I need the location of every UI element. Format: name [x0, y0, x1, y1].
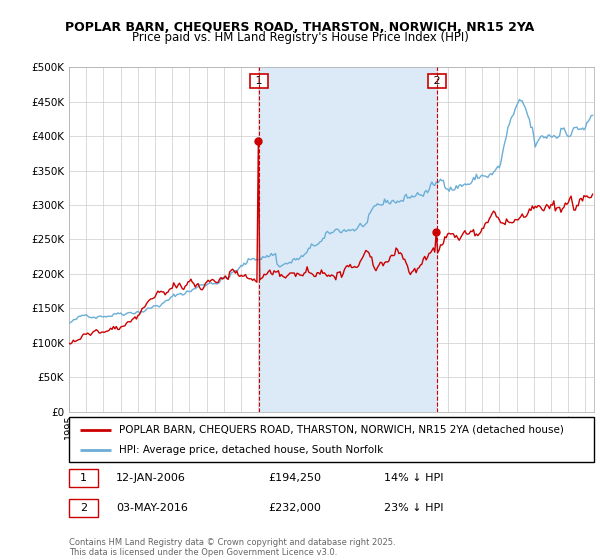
- Text: £194,250: £194,250: [269, 473, 322, 483]
- Text: 1: 1: [80, 473, 87, 483]
- Text: £232,000: £232,000: [269, 503, 322, 514]
- Text: POPLAR BARN, CHEQUERS ROAD, THARSTON, NORWICH, NR15 2YA: POPLAR BARN, CHEQUERS ROAD, THARSTON, NO…: [65, 21, 535, 34]
- FancyBboxPatch shape: [69, 500, 98, 517]
- Text: 2: 2: [80, 503, 87, 514]
- Text: Price paid vs. HM Land Registry's House Price Index (HPI): Price paid vs. HM Land Registry's House …: [131, 31, 469, 44]
- Text: Contains HM Land Registry data © Crown copyright and database right 2025.
This d: Contains HM Land Registry data © Crown c…: [69, 538, 395, 557]
- Text: 23% ↓ HPI: 23% ↓ HPI: [384, 503, 443, 514]
- Text: HPI: Average price, detached house, South Norfolk: HPI: Average price, detached house, Sout…: [119, 445, 383, 455]
- Bar: [259, 67, 437, 412]
- Text: 2: 2: [430, 76, 444, 86]
- Text: POPLAR BARN, CHEQUERS ROAD, THARSTON, NORWICH, NR15 2YA (detached house): POPLAR BARN, CHEQUERS ROAD, THARSTON, NO…: [119, 424, 564, 435]
- Text: 1: 1: [252, 76, 266, 86]
- Text: 12-JAN-2006: 12-JAN-2006: [116, 473, 186, 483]
- FancyBboxPatch shape: [69, 417, 594, 462]
- FancyBboxPatch shape: [69, 469, 98, 487]
- Text: 14% ↓ HPI: 14% ↓ HPI: [384, 473, 443, 483]
- Text: 03-MAY-2016: 03-MAY-2016: [116, 503, 188, 514]
